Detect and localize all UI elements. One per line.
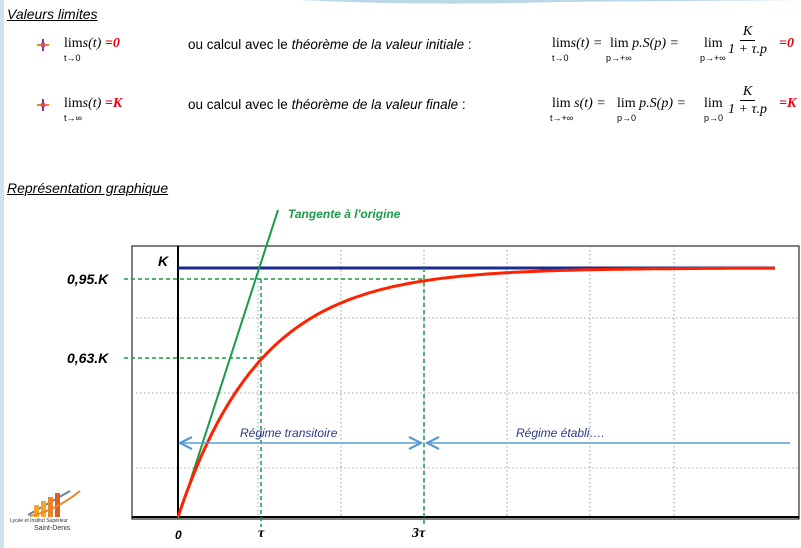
tangent-label: Tangente à l'origine [288, 207, 401, 221]
limit-final-lhs: lims(t) =K [64, 96, 123, 111]
plot-frame [131, 245, 800, 520]
limit-initial-subscript: t→0 [64, 53, 81, 63]
limit-initial-lhs: lims(t) =0 [64, 36, 120, 51]
guide-lines [124, 268, 425, 527]
y-label-095k: 0,95.K [67, 271, 109, 287]
final-value-theorem-text: ou calcul avec le théorème de la valeur … [188, 97, 466, 112]
y-label-063k: 0,63.K [67, 350, 109, 366]
regime-transitoire-label: Régime transitoire [240, 426, 338, 440]
x-label-tau: τ [258, 526, 265, 541]
section-title-representation-graphique: Représentation graphique [7, 180, 169, 196]
initial-value-theorem-text: ou calcul avec le théorème de la valeur … [188, 37, 472, 52]
x-label-3tau: 3τ [412, 526, 426, 541]
tangent-line [177, 209, 279, 520]
bullet-icon [37, 39, 49, 51]
response-curve [176, 266, 775, 518]
k-label: K [158, 253, 169, 269]
school-logo: Lycée et Institut Supérieur Saint-Denis [10, 485, 110, 545]
top-decoration [300, 0, 801, 4]
x-label-0: 0 [175, 528, 182, 542]
regime-etabli-label: Régime établi…. [516, 426, 605, 440]
logo-graphic [27, 490, 81, 517]
limit-final-subscript: t→∞ [64, 113, 82, 123]
grid-lines [132, 246, 799, 519]
section-title-valeurs-limites: Valeurs limites [7, 6, 98, 22]
bullet-icon [37, 99, 49, 111]
left-edge-decoration [0, 0, 4, 548]
